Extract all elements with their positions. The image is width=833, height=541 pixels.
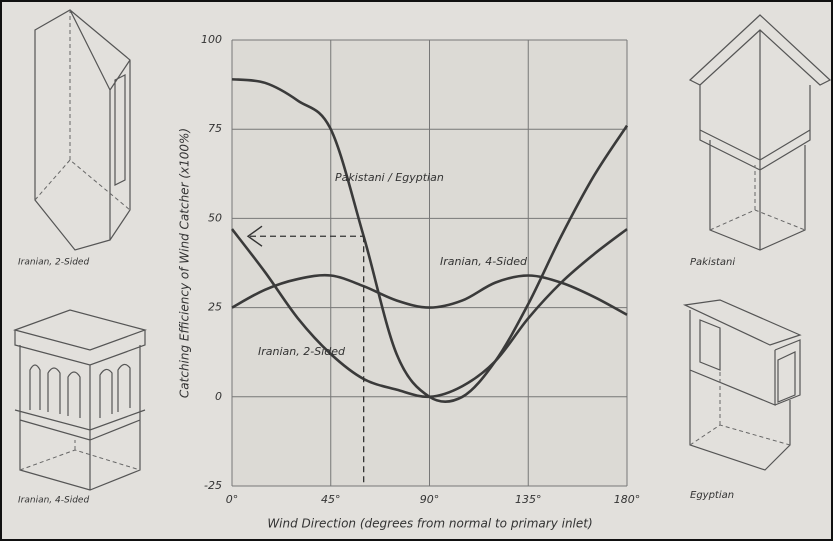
sketch-iranian-2 [34,9,131,251]
guide-arrow [246,225,263,247]
sketch-iranian-4 [13,309,147,491]
sketch-pakistani [688,14,832,251]
line-series [231,77,629,404]
illustration-caption: Iranian, 2-Sided [18,258,89,268]
y-tick-label: 100 [201,33,222,46]
x-tick-label: 0° [226,493,239,506]
y-tick-label: 0 [215,390,222,403]
x-tick-label: 180° [614,493,641,506]
y-tick-label: 50 [208,211,222,224]
series-label: Pakistani / Egyptian [335,171,444,184]
series-label: Iranian, 2-Sided [258,345,346,358]
series-label: Iranian, 4-Sided [440,255,528,268]
y-tick-label: 75 [208,122,222,135]
illustration-caption: Pakistani [690,257,735,268]
x-tick-label: 45° [321,493,341,506]
y-tick-label: 25 [208,301,222,314]
y-tick-label: -25 [204,479,222,492]
line-series [231,273,628,316]
illustration-caption: Egyptian [690,490,734,501]
x-tick-label: 135° [515,493,542,506]
y-axis-label: Catching Efficiency of Wind Catcher (x10… [178,128,192,398]
sketch-egyptian [682,299,802,471]
illustration-caption: Iranian, 4-Sided [18,496,89,506]
x-axis-label: Wind Direction (degrees from normal to p… [267,517,592,531]
x-tick-label: 90° [420,493,440,506]
